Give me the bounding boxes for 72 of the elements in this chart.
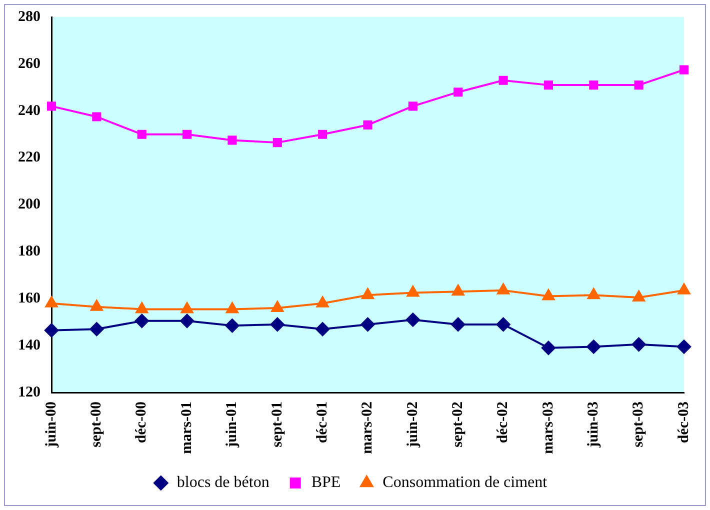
point (360, 317, 375, 332)
y-tick-label: 240 (18, 102, 40, 119)
point (498, 76, 508, 85)
point (271, 301, 284, 312)
point (180, 302, 194, 314)
point (90, 322, 104, 336)
point (270, 317, 284, 332)
x-tick-label: juin-03 (586, 402, 602, 448)
point (587, 288, 600, 300)
legend-label: blocs de béton (176, 474, 270, 492)
x-tick-label: déc-02 (495, 402, 512, 444)
x-tick-label: déc-00 (134, 402, 150, 444)
point (451, 317, 466, 332)
point (228, 136, 237, 145)
point (90, 300, 103, 311)
point (408, 102, 418, 111)
x-tick-label: mars-01 (178, 402, 195, 454)
point (541, 340, 556, 355)
x-tick-label: sept-02 (450, 402, 466, 448)
y-tick-label: 220 (18, 150, 40, 166)
point (632, 290, 646, 302)
x-tick-label: sept-01 (269, 402, 286, 448)
point (406, 312, 420, 327)
point (497, 283, 510, 294)
point (677, 340, 691, 354)
x-tick-label: juin-01 (224, 402, 240, 448)
point (45, 296, 58, 308)
point (44, 323, 58, 338)
point (542, 289, 555, 300)
point (454, 88, 463, 97)
x-tick-label: juin-02 (404, 402, 421, 448)
point (46, 102, 56, 111)
point (544, 80, 553, 90)
point (316, 296, 329, 308)
x-tick-label: sept-03 (630, 402, 647, 448)
y-tick-label: 280 (18, 8, 40, 25)
point (586, 340, 601, 354)
x-tick-label: déc-01 (314, 402, 330, 444)
x-tick-label: mars-03 (540, 402, 556, 454)
point (136, 302, 148, 314)
point (226, 302, 238, 314)
point (634, 80, 644, 90)
y-tick-label: 260 (18, 56, 40, 72)
x-tick-label: mars-02 (360, 402, 376, 454)
x-tick-label: déc-03 (676, 402, 692, 444)
point (496, 317, 510, 332)
x-tick-label: sept-00 (88, 402, 105, 448)
point (92, 112, 102, 122)
y-tick-label: 120 (18, 384, 40, 400)
legend-label: Consommation de ciment (382, 474, 548, 492)
point (406, 286, 420, 297)
point (182, 130, 192, 139)
x-tick-label: juin-00 (43, 402, 60, 448)
point (318, 130, 328, 139)
y-tick-label: 200 (18, 196, 40, 213)
point (679, 65, 689, 74)
point (589, 80, 598, 90)
y-tick-label: 140 (18, 337, 40, 354)
point (632, 337, 646, 352)
y-tick-label: 160 (18, 290, 40, 307)
point (272, 138, 282, 148)
point (678, 283, 690, 294)
legend-label: BPE (311, 474, 341, 492)
point (137, 130, 146, 139)
point (362, 288, 374, 300)
point (180, 314, 194, 328)
point (134, 314, 149, 328)
point (363, 120, 372, 130)
point (452, 284, 464, 296)
y-tick-label: 180 (18, 244, 40, 260)
point (225, 318, 240, 333)
point (316, 322, 330, 336)
